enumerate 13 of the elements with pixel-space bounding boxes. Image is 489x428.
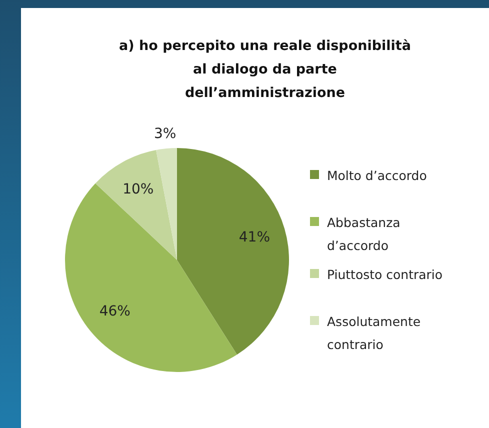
legend-label: Abbastanza d’accordo: [327, 214, 400, 252]
data-label: 41%: [238, 230, 270, 246]
legend-label: Piuttosto contrario: [327, 266, 443, 282]
legend-label: Molto d’accordo: [327, 168, 427, 182]
data-label: 3%: [154, 126, 176, 142]
data-label: 10%: [122, 181, 154, 198]
legend-label: Assolutamente contrario: [327, 314, 421, 352]
pie-slice: [65, 183, 238, 372]
data-label: 46%: [99, 303, 130, 320]
pie-slice: [156, 148, 177, 260]
pie-slice: [177, 148, 289, 355]
chart-title: a) ho percepito una reale disponibilità al dialogo da parte dell’amministrazione: [119, 38, 411, 101]
pie-slice: [95, 150, 177, 260]
